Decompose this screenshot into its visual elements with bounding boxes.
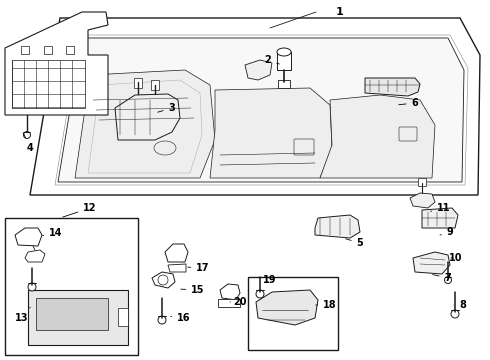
Circle shape (444, 276, 451, 284)
Polygon shape (25, 250, 45, 262)
Text: 19: 19 (263, 275, 277, 285)
Text: 14: 14 (43, 228, 63, 238)
Text: 9: 9 (440, 227, 453, 237)
Polygon shape (315, 215, 360, 238)
Bar (134, 78, 142, 88)
Circle shape (256, 290, 264, 298)
Text: 11: 11 (431, 203, 451, 213)
Bar (21, 46, 29, 54)
Text: 12: 12 (63, 203, 97, 217)
Circle shape (158, 316, 166, 324)
Polygon shape (256, 290, 318, 325)
Text: 10: 10 (449, 253, 463, 263)
Text: 3: 3 (158, 103, 175, 113)
Bar (218, 299, 240, 307)
Bar (36, 298, 108, 330)
Bar (44, 46, 52, 54)
Bar (418, 178, 426, 186)
Polygon shape (75, 70, 215, 178)
Polygon shape (168, 264, 186, 272)
Bar (278, 80, 290, 88)
Text: 8: 8 (454, 300, 466, 310)
Text: 15: 15 (181, 285, 205, 295)
Polygon shape (320, 95, 435, 178)
Text: 13: 13 (15, 307, 30, 323)
Text: 5: 5 (345, 238, 364, 248)
Polygon shape (30, 18, 480, 195)
Text: 4: 4 (23, 132, 33, 153)
Polygon shape (413, 252, 450, 274)
Polygon shape (5, 12, 108, 115)
Bar (151, 80, 159, 90)
Polygon shape (15, 228, 42, 246)
Bar (118, 308, 128, 326)
Text: 1: 1 (336, 7, 344, 17)
Text: 17: 17 (188, 263, 210, 273)
Polygon shape (152, 272, 175, 288)
Polygon shape (422, 208, 458, 228)
Polygon shape (365, 78, 420, 96)
Polygon shape (115, 94, 180, 140)
Polygon shape (245, 60, 272, 80)
Polygon shape (248, 277, 338, 350)
Text: 7: 7 (433, 273, 451, 283)
Text: 2: 2 (265, 55, 279, 65)
Circle shape (24, 131, 30, 139)
Text: 16: 16 (171, 313, 191, 323)
Polygon shape (210, 88, 332, 178)
Polygon shape (5, 218, 138, 355)
Text: 6: 6 (399, 98, 418, 108)
Bar (66, 46, 74, 54)
Polygon shape (220, 284, 240, 300)
Circle shape (451, 310, 459, 318)
Circle shape (28, 283, 36, 291)
Polygon shape (410, 193, 435, 208)
Polygon shape (165, 244, 188, 262)
Ellipse shape (277, 48, 291, 56)
Text: 20: 20 (230, 297, 247, 307)
Polygon shape (28, 290, 128, 345)
Polygon shape (58, 38, 464, 182)
Bar (277, 52, 291, 70)
Text: 18: 18 (316, 300, 337, 310)
